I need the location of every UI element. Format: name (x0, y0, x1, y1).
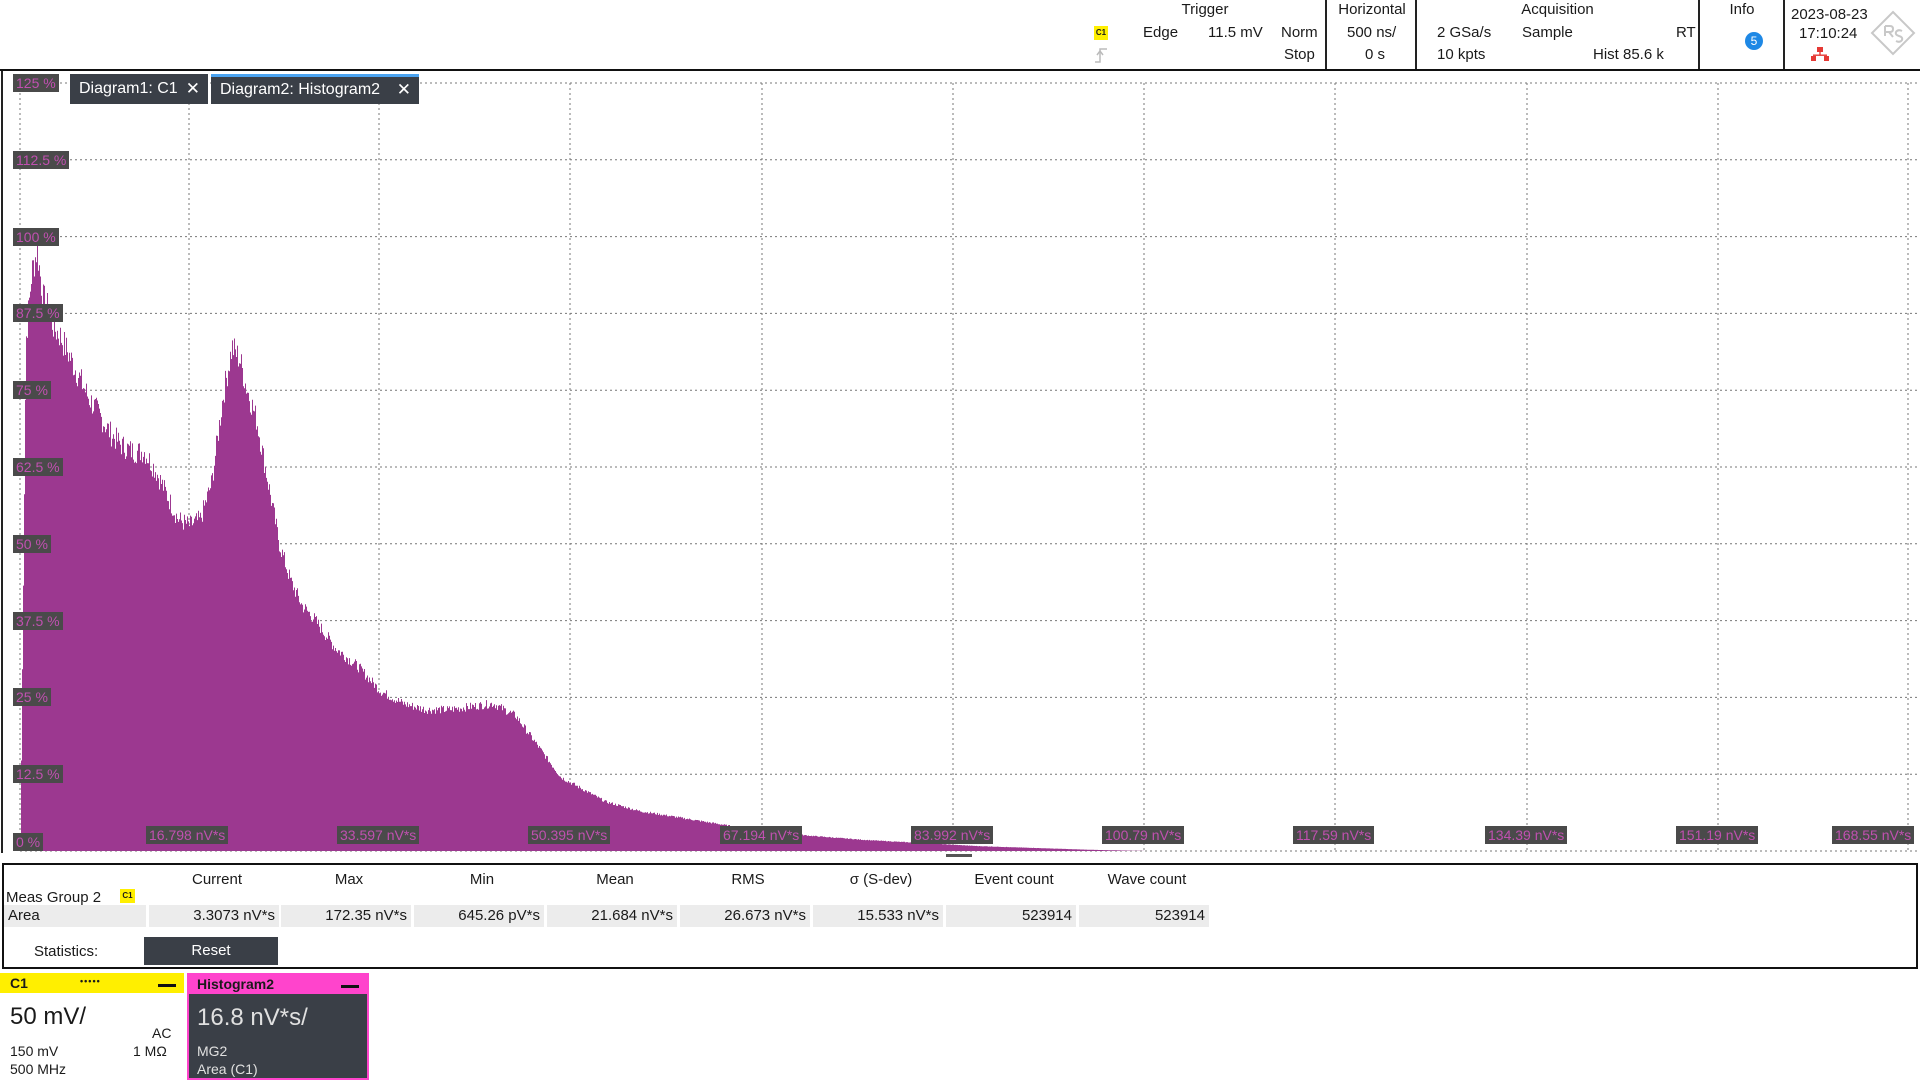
meas-value: 172.35 nV*s (281, 905, 411, 927)
bandwidth: 500 MHz (10, 1061, 67, 1077)
x-tick-label: 83.992 nV*s (911, 826, 994, 844)
date: 2023-08-23 (1791, 6, 1868, 23)
x-tick-label: 117.59 nV*s (1293, 826, 1375, 844)
horizontal-position[interactable]: 0 s (1365, 46, 1386, 63)
status-bar: Trigger C1 Edge 11.5 mV Norm Stop Horizo… (0, 0, 1920, 69)
trigger-mode[interactable]: Norm (1281, 24, 1318, 41)
divider (1783, 0, 1785, 69)
divider (1325, 0, 1327, 69)
x-tick-label: 151.19 nV*s (1676, 826, 1759, 844)
measurement-panel: Meas Group 2 C1 Area Current Max Min Mean RM… (2, 863, 1918, 969)
trigger-source-badge: C1 (1094, 26, 1108, 40)
y-tick-label: 37.5 % (13, 611, 63, 630)
tab-label: Diagram2: Histogram2 (220, 81, 381, 98)
x-tick-label: 50.395 nV*s (528, 826, 611, 844)
x-tick-label: 168.55 nV*s (1832, 826, 1915, 844)
y-tick-label: 75 % (13, 381, 51, 400)
meas-column-header: Mean (596, 871, 634, 888)
meas-value: 26.673 nV*s (680, 905, 810, 927)
histogram-name: Histogram2 (197, 976, 275, 992)
channel-name: C1 (10, 975, 28, 991)
minimize-icon[interactable] (158, 984, 176, 987)
x-tick-label: 16.798 nV*s (146, 826, 229, 844)
y-tick-label: 62.5 % (13, 458, 63, 476)
trigger-level[interactable]: 11.5 mV (1208, 24, 1263, 41)
network-icon (1811, 47, 1829, 61)
meas-value: 21.684 nV*s (547, 905, 677, 927)
info-count-badge[interactable]: 5 (1745, 32, 1763, 50)
meas-group-label[interactable]: Meas Group 2 (6, 889, 102, 906)
y-tick-label: 87.5 % (13, 304, 63, 323)
meas-column-header: σ (S-dev) (849, 871, 913, 888)
histogram-scale: 16.8 nV*s/ (197, 1004, 308, 1031)
divider (1415, 0, 1417, 69)
resize-handle[interactable] (946, 854, 972, 857)
channel-card-c1[interactable]: C1 ••••• 50 mV/ AC 150 mV 1 MΩ 500 MHz (0, 973, 184, 1080)
y-tick-label: 125 % (13, 74, 59, 92)
x-tick-label: 134.39 nV*s (1485, 826, 1568, 844)
info-title[interactable]: Info (1729, 1, 1755, 18)
offset: 150 mV (10, 1043, 59, 1059)
meas-row-label[interactable]: Area (4, 905, 146, 927)
y-tick-label: 100 % (13, 227, 59, 246)
histogram-bars (20, 243, 1147, 852)
meas-column-header: Max (334, 871, 364, 888)
x-tick-label: 100.79 nV*s (1102, 826, 1185, 844)
trigger-title[interactable]: Trigger (1181, 1, 1229, 18)
record-length[interactable]: 10 kpts (1437, 46, 1486, 63)
horizontal-scale[interactable]: 500 ns/ (1347, 24, 1397, 41)
acquisition-title[interactable]: Acquisition (1521, 1, 1594, 18)
sample-rate[interactable]: 2 GSa/s (1437, 24, 1492, 41)
channel-card-histogram[interactable]: Histogram2 16.8 nV*s/ MG2 Area (C1) (187, 973, 369, 1080)
y-tick-label: 50 % (13, 534, 51, 553)
histogram-count: Hist 85.6 k (1593, 46, 1664, 63)
meas-value: 645.26 pV*s (414, 905, 544, 927)
acquisition-mode[interactable]: Sample (1522, 24, 1573, 41)
tab-diagram2[interactable]: Diagram2: Histogram2 ✕ (211, 74, 419, 104)
rs-logo (1870, 10, 1916, 56)
time: 17:10:24 (1799, 25, 1858, 42)
meas-value: 3.3073 nV*s (149, 905, 279, 927)
diagram-area[interactable]: Diagram1: C1 ✕ Diagram2: Histogram2 ✕ 12… (0, 69, 1920, 853)
x-tick-label: 67.194 nV*s (720, 826, 803, 844)
meas-value: 523914 (946, 905, 1076, 927)
meas-column-header: Current (191, 871, 243, 888)
tab-label: Diagram1: C1 (79, 80, 178, 97)
tab-diagram1[interactable]: Diagram1: C1 ✕ (70, 74, 208, 104)
y-tick-label: 0 % (13, 833, 44, 851)
minimize-icon[interactable] (341, 985, 359, 988)
meas-column-header: RMS (731, 871, 765, 888)
reset-button[interactable]: Reset (144, 937, 278, 965)
meas-source-badge: C1 (120, 889, 135, 903)
y-tick-label: 112.5 % (13, 150, 70, 169)
y-tick-label: 25 % (13, 688, 51, 707)
close-icon[interactable]: ✕ (185, 79, 200, 98)
y-tick-label: 12.5 % (13, 765, 63, 784)
meas-value: 15.533 nV*s (813, 905, 943, 927)
x-tick-label: 33.597 nV*s (337, 826, 420, 844)
divider (1698, 0, 1700, 69)
channel-header: C1 ••••• (0, 973, 184, 993)
meas-column-header: Min (469, 871, 495, 888)
realtime-indicator: RT (1676, 24, 1696, 41)
coupling: AC (152, 1025, 172, 1041)
rising-edge-icon (1095, 48, 1107, 63)
horizontal-title[interactable]: Horizontal (1338, 1, 1406, 18)
trigger-type[interactable]: Edge (1143, 24, 1179, 41)
statistics-label: Statistics: (34, 943, 99, 960)
meas-column-header: Event count (974, 871, 1054, 888)
impedance: 1 MΩ (133, 1043, 167, 1059)
vertical-scale: 50 mV/ (10, 1003, 87, 1030)
dots-icon: ••••• (80, 976, 101, 986)
histogram-parameter: Area (C1) (197, 1061, 258, 1077)
meas-value: 523914 (1079, 905, 1209, 927)
histogram-plot[interactable] (0, 71, 1920, 853)
meas-column-header: Wave count (1107, 871, 1187, 888)
close-icon[interactable]: ✕ (396, 80, 411, 99)
histogram-header: Histogram2 (189, 975, 367, 994)
trigger-state[interactable]: Stop (1284, 46, 1315, 63)
histogram-source: MG2 (197, 1043, 228, 1059)
